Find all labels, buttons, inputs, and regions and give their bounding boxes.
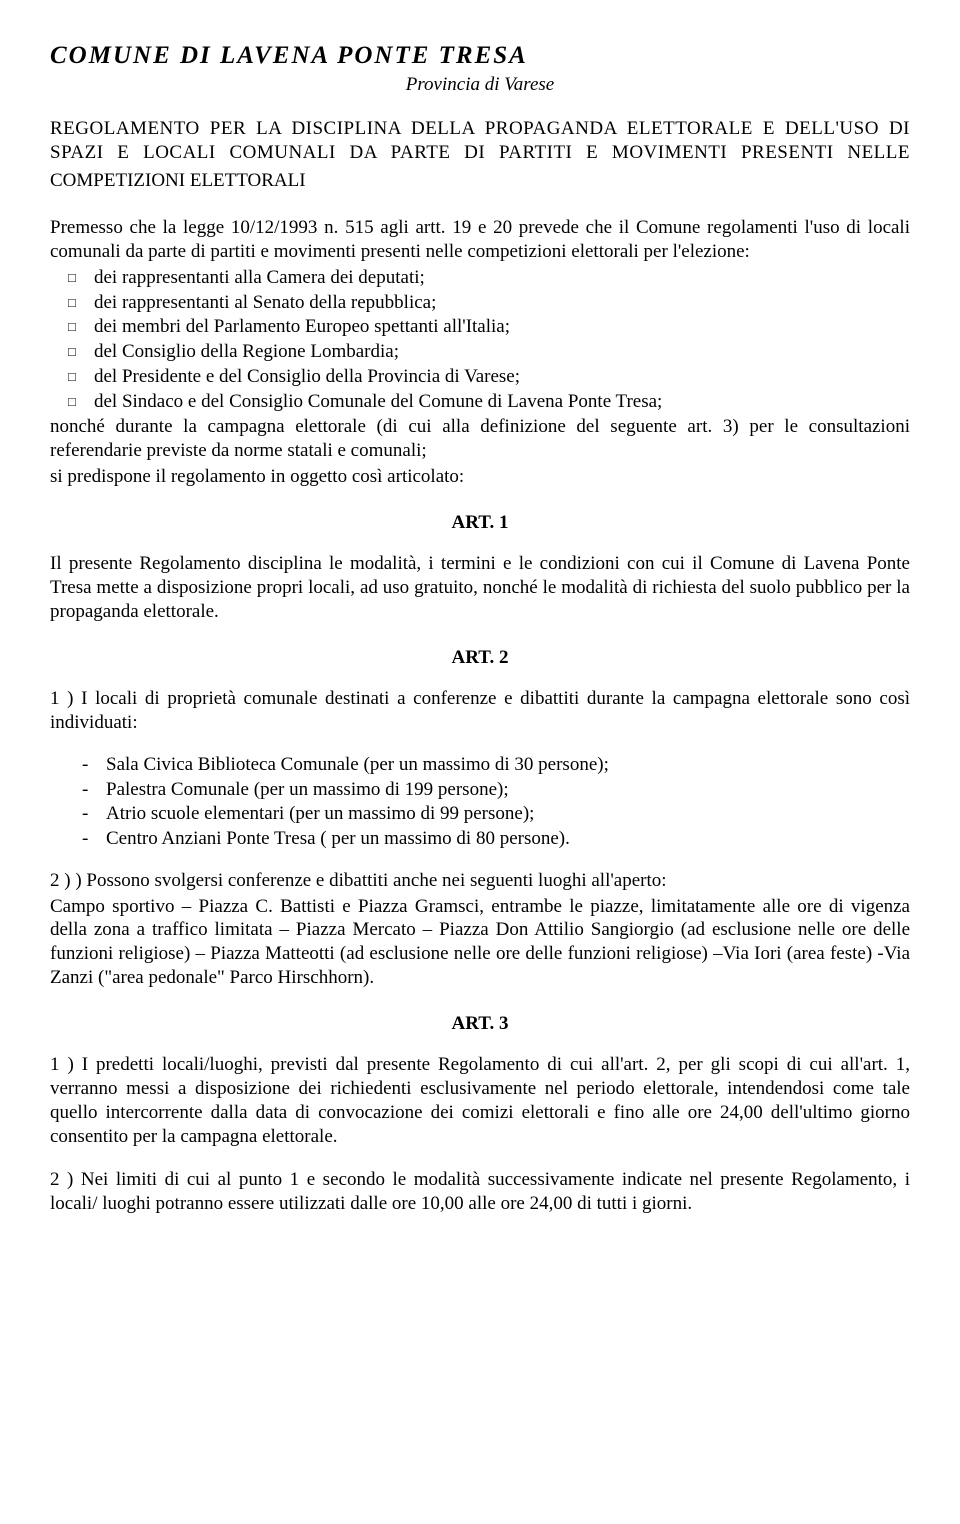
art1-body: Il presente Regolamento disciplina le mo… xyxy=(50,552,910,623)
art2-p2a: 2 ) ) Possono svolgersi conferenze e dib… xyxy=(50,869,910,893)
list-item: del Sindaco e del Consiglio Comunale del… xyxy=(50,390,910,414)
preamble-intro: Premesso che la legge 10/12/1993 n. 515 … xyxy=(50,216,910,264)
list-item: del Consiglio della Regione Lombardia; xyxy=(50,340,910,364)
list-item: del Presidente e del Consiglio della Pro… xyxy=(50,365,910,389)
page-subtitle: Provincia di Varese xyxy=(50,73,910,97)
art2-p1: 1 ) I locali di proprietà comunale desti… xyxy=(50,687,910,735)
list-item: Atrio scuole elementari (per un massimo … xyxy=(50,802,910,826)
preamble-disposition: si predispone il regolamento in oggetto … xyxy=(50,465,910,489)
list-item: Palestra Comunale (per un massimo di 199… xyxy=(50,778,910,802)
list-item: dei membri del Parlamento Europeo spetta… xyxy=(50,315,910,339)
art3-p1: 1 ) I predetti locali/luoghi, previsti d… xyxy=(50,1053,910,1148)
list-item: Sala Civica Biblioteca Comunale (per un … xyxy=(50,753,910,777)
regulation-title-line2: COMPETIZIONI ELETTORALI xyxy=(50,169,910,193)
art1-heading: ART. 1 xyxy=(50,511,910,535)
art3-heading: ART. 3 xyxy=(50,1012,910,1036)
art2-heading: ART. 2 xyxy=(50,646,910,670)
art2-p2b: Campo sportivo – Piazza C. Battisti e Pi… xyxy=(50,895,910,990)
list-item: Centro Anziani Ponte Tresa ( per un mass… xyxy=(50,827,910,851)
preamble-closing: nonché durante la campagna elettorale (d… xyxy=(50,415,910,463)
regulation-title-line1: REGOLAMENTO PER LA DISCIPLINA DELLA PROP… xyxy=(50,117,910,165)
page-title: COMUNE DI LAVENA PONTE TRESA xyxy=(50,40,910,71)
art2-dash-list: Sala Civica Biblioteca Comunale (per un … xyxy=(50,753,910,851)
list-item: dei rappresentanti al Senato della repub… xyxy=(50,291,910,315)
list-item: dei rappresentanti alla Camera dei deput… xyxy=(50,266,910,290)
preamble-bullet-list: dei rappresentanti alla Camera dei deput… xyxy=(50,266,910,414)
art3-p2: 2 ) Nei limiti di cui al punto 1 e secon… xyxy=(50,1168,910,1216)
